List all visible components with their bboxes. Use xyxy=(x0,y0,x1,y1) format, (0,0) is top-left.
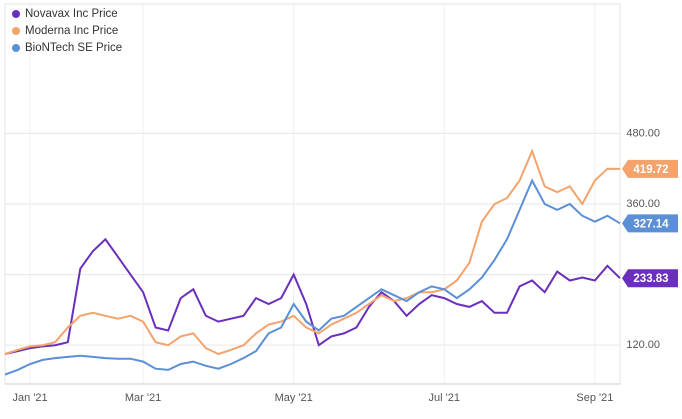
legend-marker xyxy=(12,10,20,18)
x-tick-label: Jul '21 xyxy=(429,392,460,404)
value-tag: 419.72 xyxy=(633,164,668,176)
x-tick-label: Sep '21 xyxy=(576,392,613,404)
y-tick-label: 480.00 xyxy=(626,127,660,139)
value-tag: 327.14 xyxy=(633,218,669,230)
x-tick-label: Mar '21 xyxy=(125,392,161,404)
value-tag-bg xyxy=(622,269,678,288)
value-tag: 233.83 xyxy=(633,273,668,285)
y-tick-label: 360.00 xyxy=(626,198,660,210)
y-tick-label: 120.00 xyxy=(626,339,660,351)
legend-label: Novavax Inc Price xyxy=(25,8,118,20)
value-tag-bg xyxy=(622,214,678,233)
series-line xyxy=(4,148,621,356)
value-tag-bg xyxy=(622,159,678,178)
legend-label: BioNTech SE Price xyxy=(25,42,122,54)
x-tick-label: May '21 xyxy=(275,392,313,404)
series-line xyxy=(4,178,621,376)
legend-marker xyxy=(12,27,20,35)
legend-label: Moderna Inc Price xyxy=(25,25,118,37)
legend-marker xyxy=(12,44,20,52)
series-line xyxy=(4,237,621,355)
x-tick-label: Jan '21 xyxy=(13,392,48,404)
